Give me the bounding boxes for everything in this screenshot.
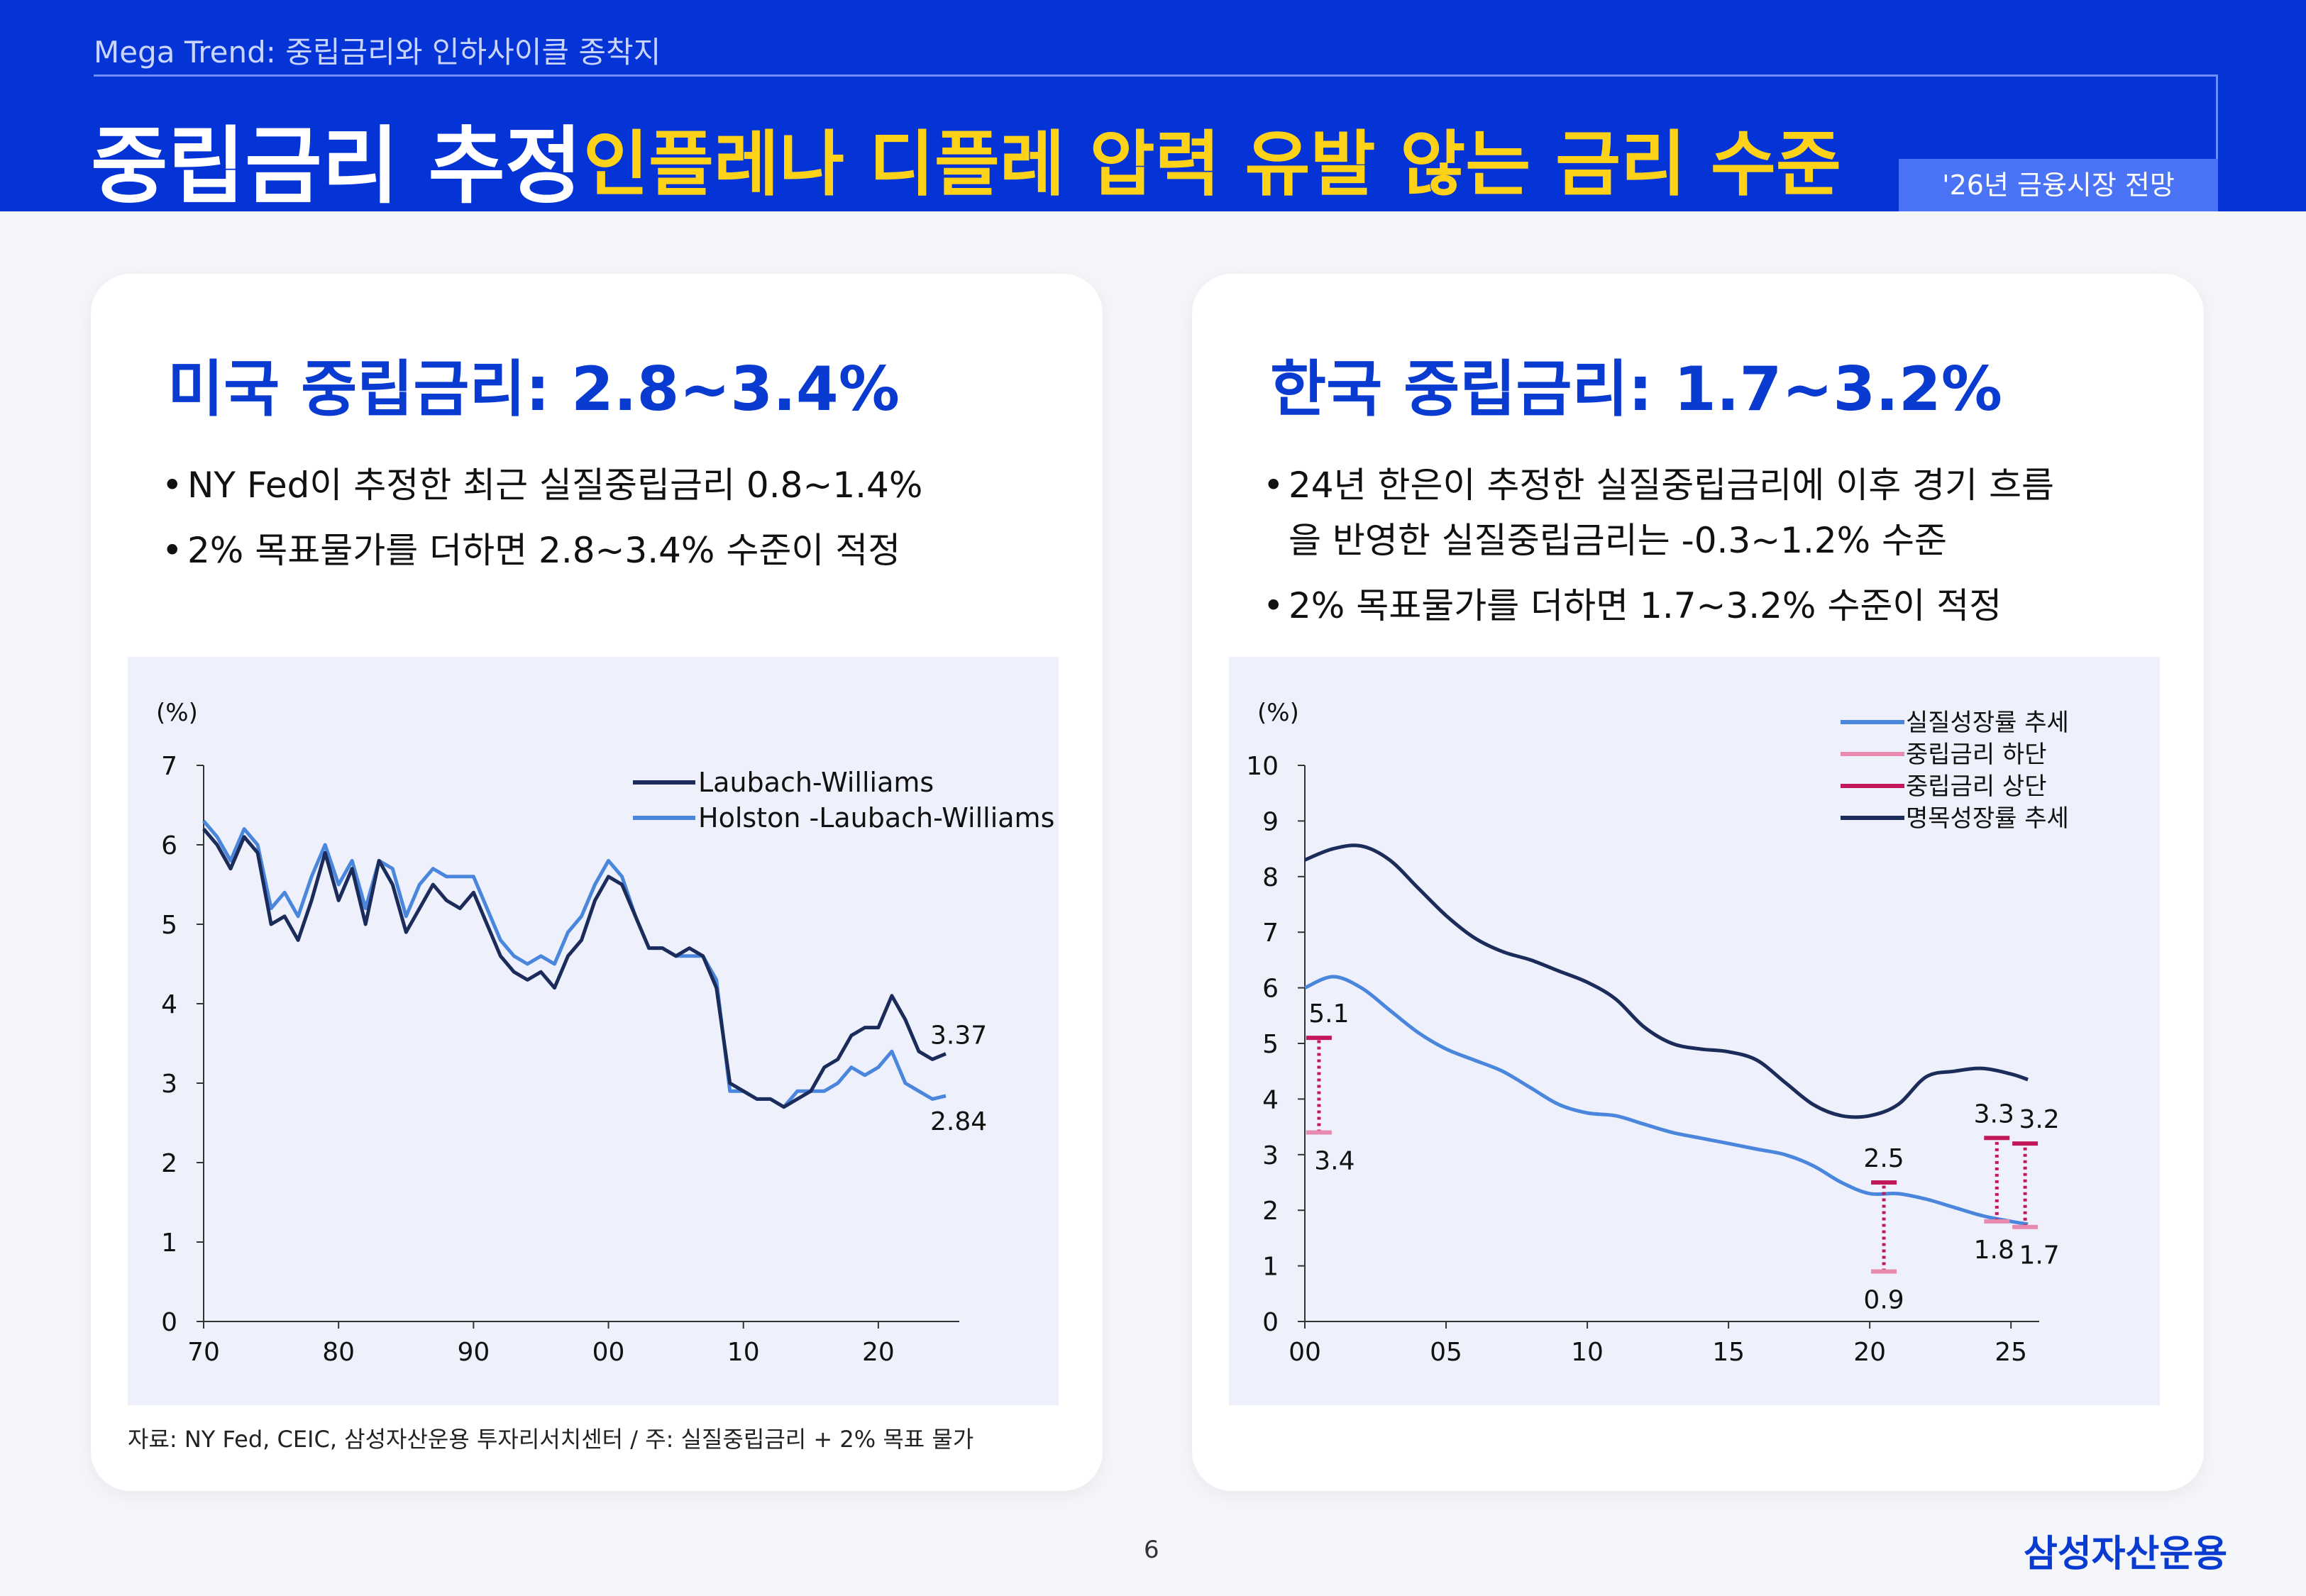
- series-line: [1303, 975, 2029, 1226]
- x-tick-label: 00: [1289, 1338, 1321, 1367]
- page-subtitle: 인플레나 디플레 압력 유발 않는 금리 수준: [583, 123, 1841, 206]
- y-tick-label: 0: [161, 1308, 177, 1337]
- y-tick-label: 2: [1262, 1197, 1279, 1226]
- x-tick-label: 05: [1430, 1338, 1462, 1367]
- x-tick-label: 15: [1712, 1338, 1745, 1367]
- korea-card-title: 한국 중립금리: 1.7~3.2%: [1270, 354, 2002, 425]
- legend-label: 중립금리 하단: [1906, 741, 2047, 769]
- y-tick-label: 0: [1262, 1308, 1279, 1337]
- y-axis-unit: (%): [1257, 699, 1299, 727]
- company-logo: 삼성자산운용: [2024, 1533, 2228, 1575]
- range-low-label: 3.4: [1314, 1146, 1355, 1175]
- legend-label: 실질성장률 추세: [1906, 709, 2069, 737]
- range-low-label: 1.8: [1974, 1236, 2014, 1265]
- y-tick-label: 1: [1262, 1253, 1279, 1282]
- y-tick-label: 7: [1262, 919, 1279, 948]
- y-tick-label: 6: [1262, 975, 1279, 1004]
- x-tick-label: 20: [862, 1338, 895, 1367]
- korea-bullet-1: • 24년 한은이 추정한 실질중립금리에 이후 경기 흐름: [1263, 465, 2054, 506]
- us-bullet-2: • 2% 목표물가를 더하면 2.8~3.4% 수준이 적정: [162, 530, 901, 571]
- us-neutral-rate-card: 미국 중립금리: 2.8~3.4% • NY Fed이 추정한 최근 실질중립금리…: [91, 274, 1103, 1491]
- us-bullet-2-text: 2% 목표물가를 더하면 2.8~3.4% 수준이 적정: [187, 530, 901, 571]
- y-tick-label: 7: [161, 752, 177, 781]
- y-tick-label: 3: [161, 1070, 177, 1099]
- page-title: 중립금리 추정: [91, 117, 583, 215]
- page-number: 6: [1144, 1536, 1159, 1564]
- series-line: [202, 827, 947, 1109]
- super-title: Mega Trend: 중립금리와 인하사이클 종착지: [94, 35, 661, 70]
- us-bullet-1: • NY Fed이 추정한 최근 실질중립금리 0.8~1.4%: [162, 465, 923, 506]
- korea-bullet-1-text: 24년 한은이 추정한 실질중립금리에 이후 경기 흐름: [1289, 465, 2054, 506]
- y-tick-label: 9: [1262, 807, 1279, 836]
- y-axis-unit: (%): [156, 699, 198, 727]
- legend-label: Laubach-Williams: [698, 767, 934, 798]
- series-end-label: 2.84: [930, 1107, 987, 1136]
- korea-bullet-2: • 2% 목표물가를 더하면 1.7~3.2% 수준이 적정: [1263, 585, 2002, 626]
- x-tick-label: 80: [322, 1338, 355, 1367]
- x-tick-label: 25: [1995, 1338, 2027, 1367]
- header-divider: [94, 74, 2218, 77]
- x-tick-label: 20: [1853, 1338, 1886, 1367]
- range-high-label: 2.5: [1863, 1144, 1904, 1173]
- outlook-badge: '26년 금융시장 전망: [1899, 159, 2218, 211]
- y-tick-label: 8: [1262, 863, 1279, 892]
- header-banner: Mega Trend: 중립금리와 인하사이클 종착지 중립금리 추정 인플레나…: [0, 0, 2306, 215]
- x-tick-label: 90: [457, 1338, 490, 1367]
- us-chart-area: (%) 0 1 2 3 4 5 6 7 70 80 90 00 10 20 3.37 2.84 Laubach-W…: [128, 657, 1059, 1405]
- korea-neutral-rate-card: 한국 중립금리: 1.7~3.2% • 24년 한은이 추정한 실질중립금리에 이…: [1192, 274, 2204, 1491]
- legend-label: Holston -Laubach-Williams: [698, 802, 1054, 833]
- range-high-label: 5.1: [1308, 999, 1349, 1029]
- us-card-title: 미국 중립금리: 2.8~3.4%: [167, 354, 900, 425]
- range-high-label: 3.3: [1974, 1099, 2014, 1129]
- y-tick-label: 5: [161, 911, 177, 940]
- y-tick-label: 5: [1262, 1030, 1279, 1059]
- x-tick-label: 10: [727, 1338, 760, 1367]
- legend-label: 중립금리 상단: [1906, 772, 2047, 801]
- x-tick-label: 70: [187, 1338, 220, 1367]
- range-low-label: 0.9: [1863, 1285, 1904, 1314]
- series-line: [1304, 843, 2029, 1119]
- series-end-label: 3.37: [930, 1021, 987, 1051]
- source-note: 자료: NY Fed, CEIC, 삼성자산운용 투자리서치센터 / 주: 실질…: [128, 1426, 974, 1453]
- us-bullet-1-text: NY Fed이 추정한 최근 실질중립금리 0.8~1.4%: [187, 465, 923, 506]
- range-high-label: 3.2: [2019, 1105, 2059, 1134]
- y-tick-label: 6: [161, 831, 177, 860]
- y-tick-label: 10: [1246, 752, 1279, 781]
- korea-bullet-2-text: 2% 목표물가를 더하면 1.7~3.2% 수준이 적정: [1289, 585, 2002, 626]
- korea-chart-area: (%) 0 1 2 3 4 5 6 7 8 9 10 00 05 10 15 20 25 5.1 3.4 2.5 0.9 3…: [1229, 657, 2160, 1405]
- y-tick-label: 3: [1262, 1141, 1279, 1170]
- y-tick-label: 1: [161, 1229, 177, 1258]
- header-divider-vertical: [2216, 74, 2218, 160]
- korea-bullet-1-cont-text: 을 반영한 실질중립금리는 -0.3~1.2% 수준: [1289, 520, 1948, 561]
- y-tick-label: 2: [161, 1149, 177, 1178]
- series-line: [202, 819, 947, 1109]
- legend-label: 명목성장률 추세: [1906, 804, 2069, 833]
- x-tick-label: 10: [1571, 1338, 1604, 1367]
- x-tick-label: 00: [592, 1338, 625, 1367]
- korea-neutral-rate-chart: (%) 0 1 2 3 4 5 6 7 8 9 10 00 05 10 15 20 25 5.1 3.4 2.5 0.9 3…: [1246, 699, 2069, 1367]
- range-low-label: 1.7: [2019, 1241, 2059, 1270]
- y-tick-label: 4: [1262, 1085, 1279, 1114]
- us-neutral-rate-chart: (%) 0 1 2 3 4 5 6 7 70 80 90 00 10 20 3.37 2.84 Laubach-W…: [156, 699, 1054, 1367]
- y-tick-label: 4: [161, 990, 177, 1019]
- korea-bullet-1-cont: 을 반영한 실질중립금리는 -0.3~1.2% 수준: [1263, 512, 1947, 563]
